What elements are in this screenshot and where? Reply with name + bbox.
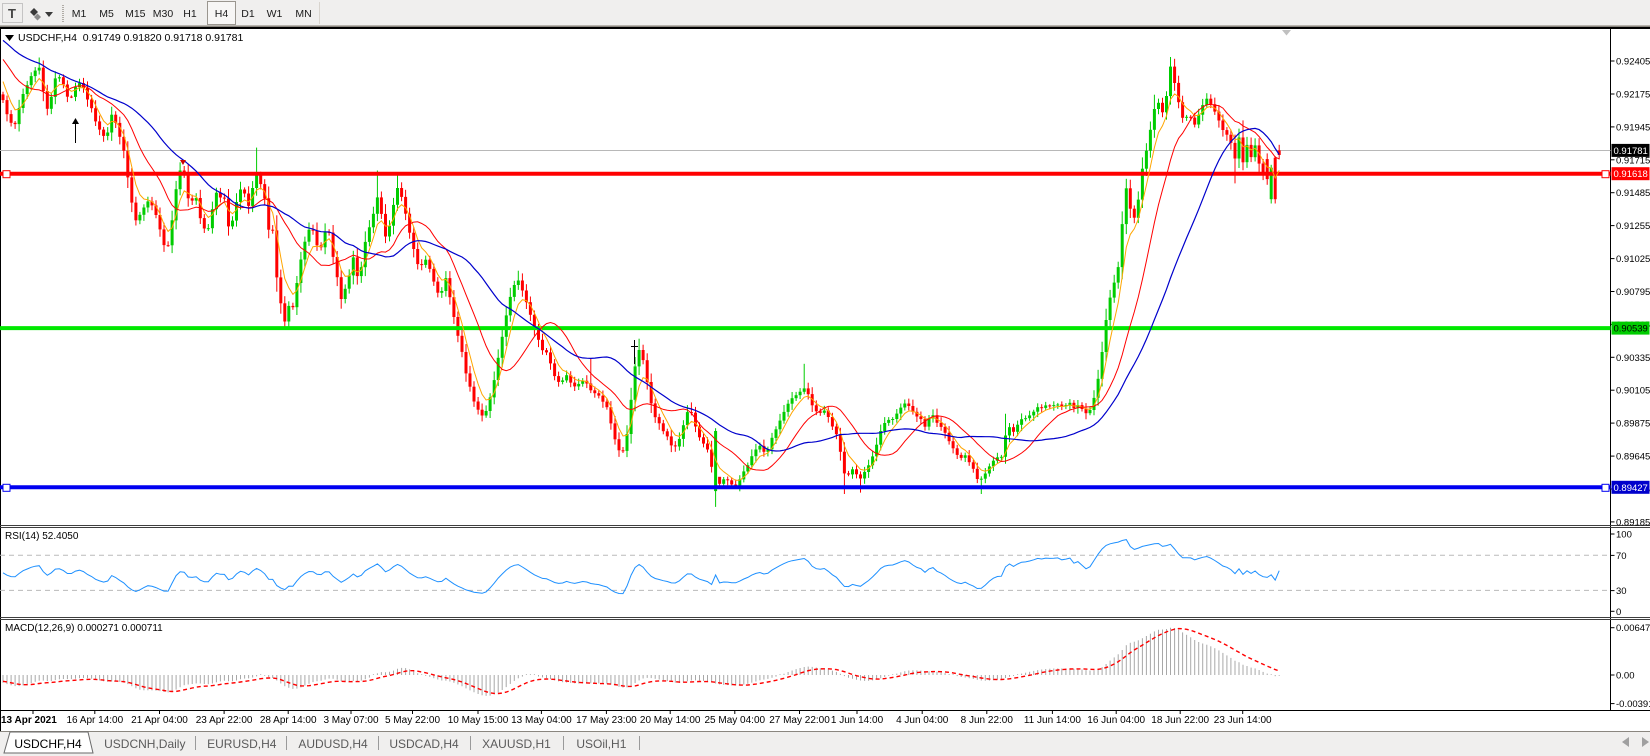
svg-text:RSI(14) 52.4050: RSI(14) 52.4050 [5, 531, 79, 542]
svg-text:3 May 07:00: 3 May 07:00 [323, 715, 378, 726]
svg-text:0.89875: 0.89875 [1616, 419, 1650, 430]
svg-text:27 May 22:00: 27 May 22:00 [769, 715, 830, 726]
svg-text:17 May 23:00: 17 May 23:00 [576, 715, 637, 726]
svg-text:0.89427: 0.89427 [1614, 483, 1648, 494]
svg-text:EURUSD,H4: EURUSD,H4 [207, 737, 277, 751]
svg-text:M15: M15 [125, 8, 146, 20]
svg-text:25 May 04:00: 25 May 04:00 [704, 715, 765, 726]
svg-text:16 Apr 14:00: 16 Apr 14:00 [66, 715, 123, 726]
svg-text:4 Jun 04:00: 4 Jun 04:00 [896, 715, 949, 726]
svg-text:D1: D1 [241, 8, 255, 20]
svg-text:0.89645: 0.89645 [1616, 452, 1650, 463]
svg-text:0.90539: 0.90539 [1614, 324, 1648, 335]
svg-text:1 Jun 14:00: 1 Jun 14:00 [831, 715, 884, 726]
svg-text:USOil,H1: USOil,H1 [576, 737, 626, 751]
svg-text:USDCAD,H4: USDCAD,H4 [389, 737, 459, 751]
svg-text:18 Jun 22:00: 18 Jun 22:00 [1151, 715, 1209, 726]
svg-text:20 May 14:00: 20 May 14:00 [640, 715, 701, 726]
svg-text:M5: M5 [99, 8, 114, 20]
svg-text:0.92405: 0.92405 [1616, 57, 1650, 68]
svg-text:30: 30 [1616, 586, 1627, 597]
svg-text:0.90795: 0.90795 [1616, 287, 1650, 298]
svg-text:0.91945: 0.91945 [1616, 122, 1650, 133]
svg-text:0: 0 [1616, 607, 1621, 618]
svg-text:16 Jun 04:00: 16 Jun 04:00 [1087, 715, 1145, 726]
svg-text:0.91781: 0.91781 [1614, 146, 1648, 157]
svg-text:8 Jun 22:00: 8 Jun 22:00 [961, 715, 1014, 726]
svg-text:13 Apr 2021: 13 Apr 2021 [1, 715, 57, 726]
svg-text:28 Apr 14:00: 28 Apr 14:00 [260, 715, 317, 726]
svg-text:M30: M30 [153, 8, 174, 20]
svg-text:23 Jun 14:00: 23 Jun 14:00 [1214, 715, 1272, 726]
svg-text:11 Jun 14:00: 11 Jun 14:00 [1024, 715, 1082, 726]
svg-text:MACD(12,26,9) 0.000271 0.00071: MACD(12,26,9) 0.000271 0.000711 [5, 623, 163, 634]
svg-text:5 May 22:00: 5 May 22:00 [385, 715, 440, 726]
svg-text:13 May 04:00: 13 May 04:00 [511, 715, 572, 726]
svg-text:0.92175: 0.92175 [1616, 90, 1650, 101]
svg-text:MN: MN [295, 8, 311, 20]
svg-text:0.91715: 0.91715 [1616, 155, 1650, 166]
svg-text:-0.00391: -0.00391 [1616, 699, 1650, 710]
svg-text:USDCNH,Daily: USDCNH,Daily [104, 737, 185, 751]
svg-text:W1: W1 [267, 8, 283, 20]
svg-text:0.89185: 0.89185 [1616, 517, 1650, 528]
svg-text:100: 100 [1616, 530, 1632, 541]
svg-text:0.91618: 0.91618 [1614, 169, 1648, 180]
svg-text:0.90335: 0.90335 [1616, 353, 1650, 364]
svg-text:21 Apr 04:00: 21 Apr 04:00 [131, 715, 188, 726]
svg-text:0.91485: 0.91485 [1616, 188, 1650, 199]
svg-text:M1: M1 [72, 8, 87, 20]
svg-text:XAUUSD,H1: XAUUSD,H1 [482, 737, 551, 751]
svg-text:0.91255: 0.91255 [1616, 221, 1650, 232]
svg-text:23 Apr 22:00: 23 Apr 22:00 [196, 715, 253, 726]
svg-text:0.91025: 0.91025 [1616, 254, 1650, 265]
svg-text:0.90105: 0.90105 [1616, 386, 1650, 397]
svg-text:0.00: 0.00 [1616, 671, 1635, 682]
svg-text:H1: H1 [183, 8, 197, 20]
svg-text:H4: H4 [215, 8, 229, 20]
svg-text:USDCHF,H4 0.91749 0.91820 0.9: USDCHF,H4 0.91749 0.91820 0.91718 0.9178… [18, 32, 243, 44]
svg-text:AUDUSD,H4: AUDUSD,H4 [298, 737, 368, 751]
svg-text:0.00647: 0.00647 [1616, 623, 1650, 634]
svg-text:10 May 15:00: 10 May 15:00 [448, 715, 509, 726]
svg-text:T: T [8, 6, 16, 21]
svg-text:USDCHF,H4: USDCHF,H4 [14, 737, 82, 751]
svg-text:70: 70 [1616, 551, 1627, 562]
